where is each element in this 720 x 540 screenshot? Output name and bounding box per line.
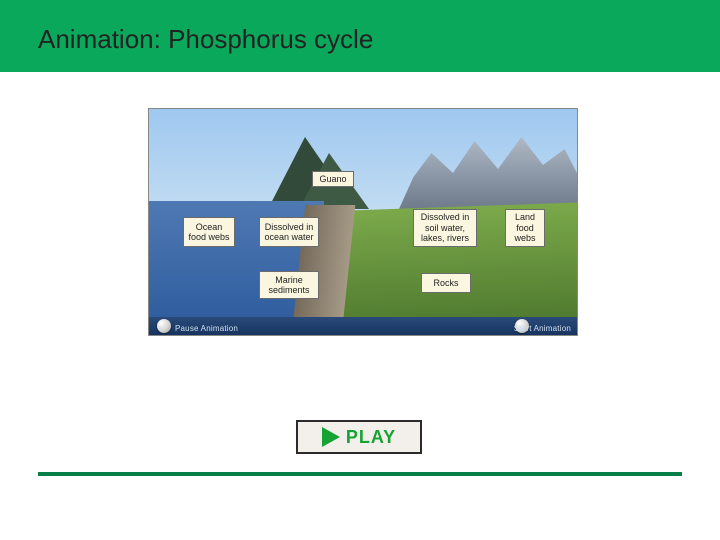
diagram-box-rocks: Rocks bbox=[421, 273, 471, 293]
pause-sphere-icon[interactable] bbox=[157, 319, 171, 333]
footer-rule bbox=[38, 472, 682, 476]
diagram-box-dissolved-sw: Dissolved in soil water, lakes, rivers bbox=[413, 209, 477, 247]
slide: Animation: Phosphorus cycle Guano Ocean f… bbox=[0, 0, 720, 540]
diagram-box-dissolved-oc: Dissolved in ocean water bbox=[259, 217, 319, 247]
diagram-control-bar: Pause Animation Start Animation bbox=[149, 317, 577, 335]
slide-title: Animation: Phosphorus cycle bbox=[38, 24, 720, 55]
play-icon bbox=[322, 427, 340, 447]
slide-header: Animation: Phosphorus cycle bbox=[0, 0, 720, 72]
diagram-box-land-webs: Land food webs bbox=[505, 209, 545, 247]
phosphorus-cycle-diagram: Guano Ocean food webs Dissolved in ocean w… bbox=[148, 108, 578, 336]
play-button-label: PLAY bbox=[346, 427, 396, 448]
diagram-box-marine-sed: Marine sediments bbox=[259, 271, 319, 299]
pause-animation-label: Pause Animation bbox=[175, 324, 238, 333]
diagram-box-ocean-webs: Ocean food webs bbox=[183, 217, 235, 247]
start-animation-label: Start Animation bbox=[514, 324, 571, 333]
play-button[interactable]: PLAY bbox=[296, 420, 422, 454]
diagram-box-guano: Guano bbox=[312, 171, 354, 187]
